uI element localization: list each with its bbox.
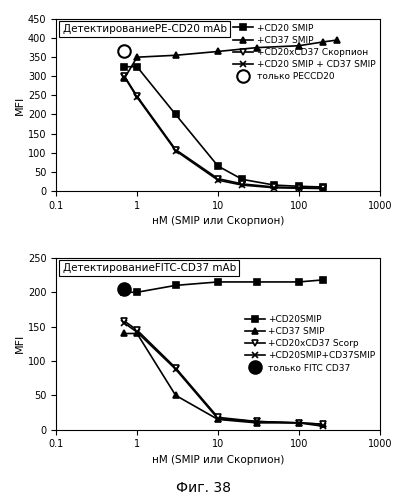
Y-axis label: MFI: MFI [15, 334, 25, 353]
Text: ДетектированиеPE-CD20 mAb: ДетектированиеPE-CD20 mAb [63, 24, 227, 34]
Y-axis label: MFI: MFI [15, 96, 25, 114]
Legend: +CD20 SMIP, +CD37 SMIP, +CD20xCD37 Скорпион, +CD20 SMIP + CD37 SMIP, только PECC: +CD20 SMIP, +CD37 SMIP, +CD20xCD37 Скорп… [231, 22, 377, 83]
X-axis label: нМ (SMIP или Скорпион): нМ (SMIP или Скорпион) [152, 455, 284, 465]
Text: ДетектированиеFITC-CD37 mAb: ДетектированиеFITC-CD37 mAb [63, 263, 236, 273]
Text: Фиг. 38: Фиг. 38 [176, 481, 231, 495]
X-axis label: нМ (SMIP или Скорпион): нМ (SMIP или Скорпион) [152, 216, 284, 226]
Legend: +CD20SMIP, +CD37 SMIP, +CD20xCD37 Scorp, +CD20SMIP+CD37SMIP, только FITC CD37: +CD20SMIP, +CD37 SMIP, +CD20xCD37 Scorp,… [243, 313, 377, 374]
